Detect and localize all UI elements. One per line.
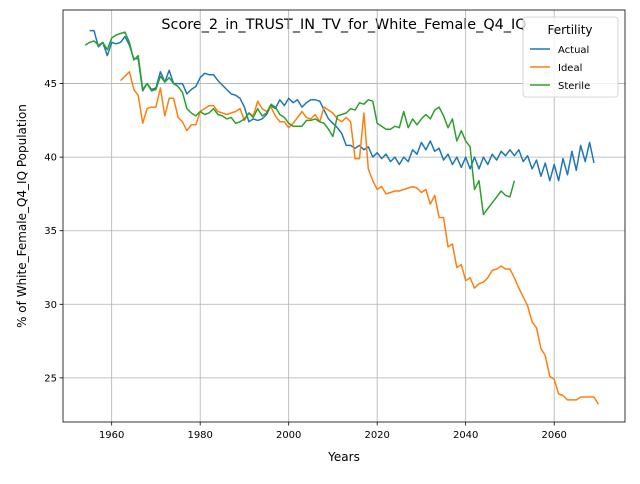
- x-tick-label: 2000: [276, 430, 301, 441]
- legend-label-actual: Actual: [558, 45, 589, 56]
- y-axis-label: % of White_Female_Q4_IQ Population: [15, 104, 29, 328]
- plot-frame: [62, 9, 626, 423]
- legend-label-ideal: Ideal: [558, 63, 582, 74]
- series-group: [84, 29, 600, 405]
- series-line-sterile: [84, 31, 516, 216]
- y-tick-label: 30: [44, 300, 57, 311]
- y-tick-label: 35: [44, 226, 57, 237]
- legend-title: Fertility: [547, 23, 592, 37]
- y-tick-label: 45: [44, 79, 57, 90]
- chart-title: Score_2_in_TRUST_IN_TV_for_White_Female_…: [161, 17, 526, 33]
- x-tick-label: 2040: [453, 430, 478, 441]
- legend-label-sterile: Sterile: [558, 81, 590, 92]
- legend: Fertility Actual Ideal Sterile: [522, 16, 619, 98]
- y-tick-label: 40: [44, 153, 57, 164]
- legend-box: [522, 16, 619, 98]
- axis-ticks: 1960 1980 2000 2020 2040 2060 25 30 35 40 45: [44, 79, 567, 441]
- x-tick-label: 2020: [364, 430, 389, 441]
- x-axis-label: Years: [327, 450, 360, 464]
- y-tick-label: 25: [44, 373, 57, 384]
- x-tick-label: 1960: [99, 430, 124, 441]
- x-tick-label: 1980: [187, 430, 212, 441]
- x-tick-label: 2060: [541, 430, 566, 441]
